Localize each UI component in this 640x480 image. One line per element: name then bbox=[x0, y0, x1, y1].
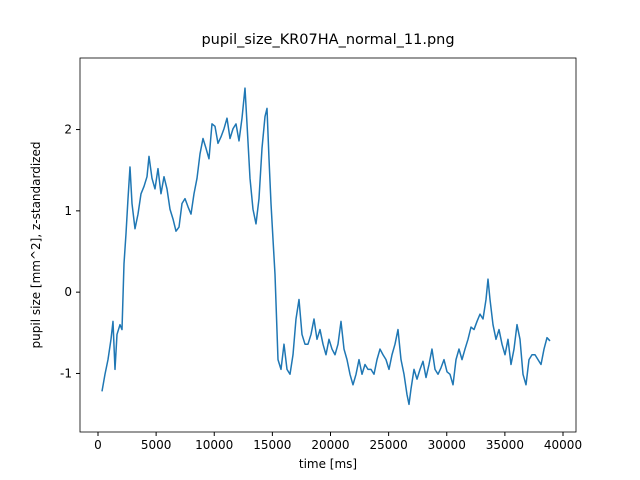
y-axis-label: pupil size [mm^2], z-standardized bbox=[29, 142, 43, 349]
chart-title: pupil_size_KR07HA_normal_11.png bbox=[201, 32, 454, 48]
x-tick-label: 5000 bbox=[141, 438, 172, 452]
x-axis-label: time [ms] bbox=[299, 457, 357, 471]
x-tick-label: 25000 bbox=[370, 438, 408, 452]
y-tick-label: 1 bbox=[64, 204, 72, 218]
x-tick-label: 35000 bbox=[486, 438, 524, 452]
y-tick-label: 0 bbox=[64, 285, 72, 299]
x-tick-label: 30000 bbox=[428, 438, 466, 452]
x-tick-label: 40000 bbox=[544, 438, 582, 452]
plot-frame bbox=[79, 57, 577, 433]
x-tick-label: 10000 bbox=[195, 438, 233, 452]
y-tick-label: 2 bbox=[64, 123, 72, 137]
data-line bbox=[101, 87, 551, 406]
x-tick-label: 0 bbox=[94, 438, 102, 452]
x-tick-label: 15000 bbox=[253, 438, 291, 452]
x-tick-label: 20000 bbox=[311, 438, 349, 452]
y-tick-label: -1 bbox=[60, 366, 72, 380]
